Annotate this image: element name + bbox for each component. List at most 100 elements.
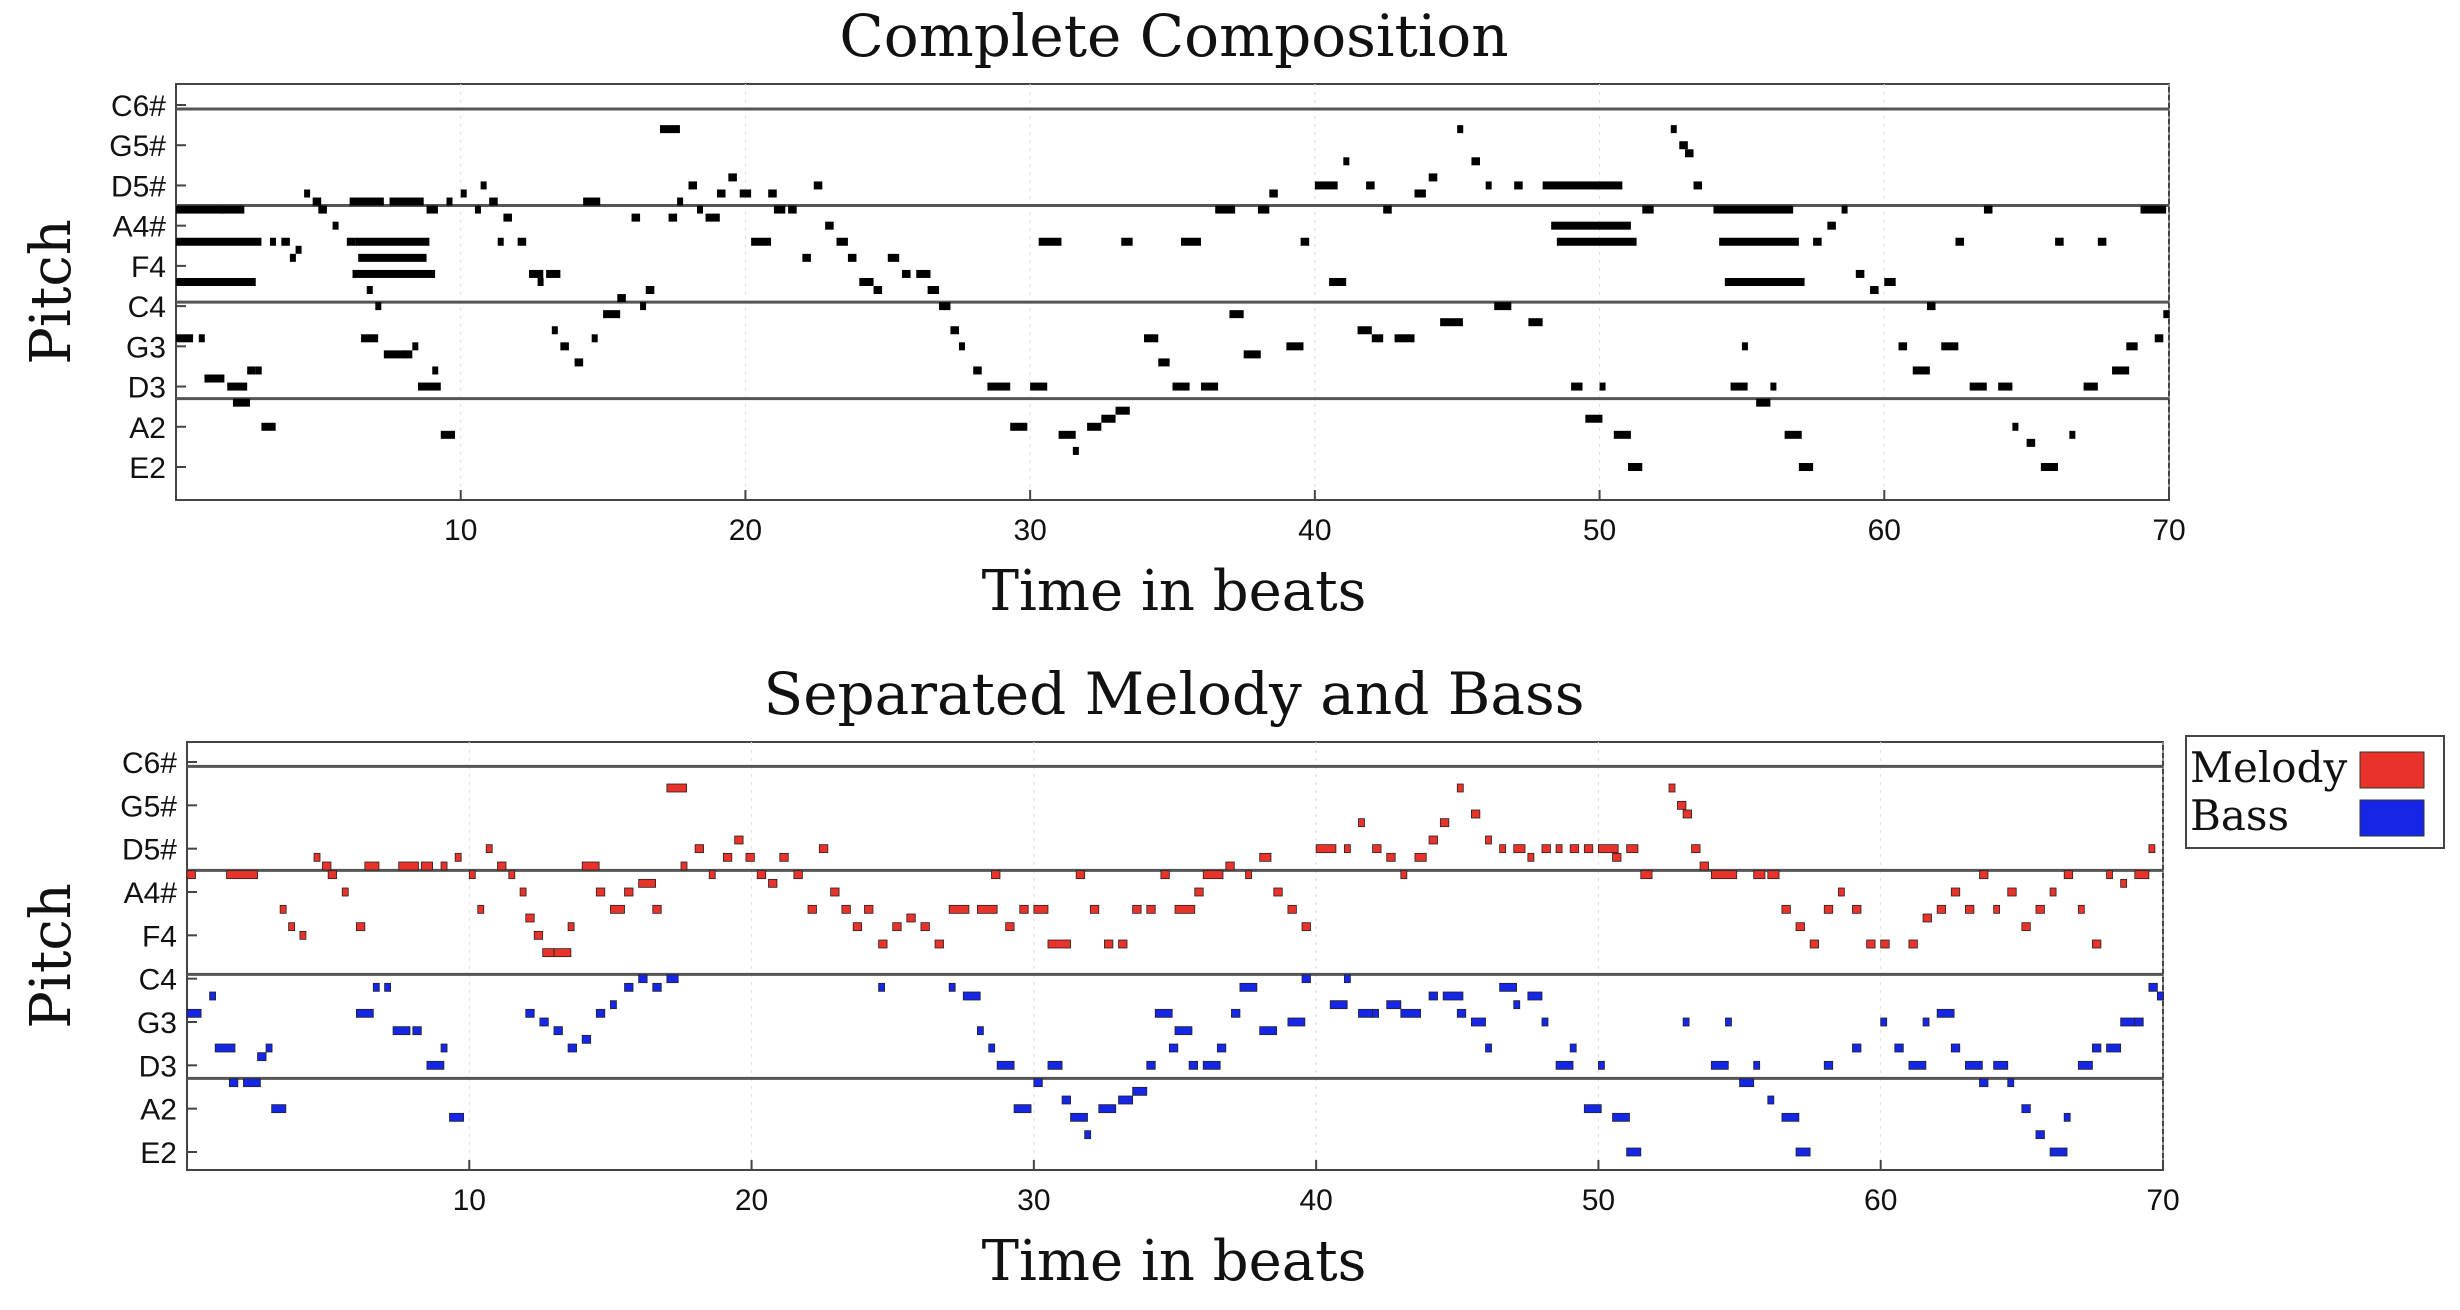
note-melody — [508, 870, 516, 880]
note-melody — [1640, 870, 1653, 880]
note-melody — [519, 887, 527, 897]
note-all-notes — [460, 189, 467, 198]
chart-title: Separated Melody and Bass — [763, 660, 1584, 728]
note-all-notes — [716, 189, 726, 198]
note-bass — [1922, 1017, 1930, 1027]
note-melody — [2063, 870, 2074, 880]
note-melody — [1400, 870, 1408, 880]
note-all-notes — [1087, 422, 1102, 431]
note-bass — [1202, 1060, 1221, 1070]
note-melody — [734, 835, 744, 845]
note-melody — [708, 870, 716, 880]
note-all-notes — [269, 237, 276, 246]
y-axis-ticks: E2 A2 D3 G3 C4 F4 A4# D5# G5# C6# — [120, 747, 197, 1170]
legend-label-bass: Bass — [2190, 791, 2289, 840]
note-all-notes — [1115, 406, 1130, 415]
note-all-notes — [1121, 237, 1133, 246]
note-melody — [756, 870, 767, 880]
note-bass — [962, 991, 981, 1001]
note-all-notes — [1058, 430, 1076, 439]
y-tick-label: G3 — [137, 1007, 177, 1040]
note-all-notes — [232, 398, 251, 407]
note-melody — [1273, 887, 1283, 897]
y-tick-label: A4# — [113, 211, 167, 244]
note-bass — [1527, 991, 1543, 1001]
note-bass — [1950, 1043, 1961, 1053]
note-melody — [355, 922, 366, 932]
note-melody — [1767, 870, 1780, 880]
note-melody — [2021, 922, 2031, 932]
note-all-notes — [1300, 237, 1310, 246]
note-bass — [1485, 1043, 1492, 1053]
y-axis-label: Pitch — [19, 219, 84, 365]
note-all-notes — [1926, 302, 1936, 311]
note-bass — [214, 1043, 236, 1053]
note-all-notes — [958, 342, 965, 351]
note-melody — [1202, 870, 1224, 880]
note-melody — [1225, 861, 1235, 871]
note-all-notes — [1158, 358, 1170, 367]
note-melody — [2035, 904, 2045, 914]
note-all-notes — [1730, 382, 1748, 391]
y-axis-label: Pitch — [19, 883, 84, 1029]
note-all-notes — [503, 213, 512, 222]
grid — [460, 84, 2170, 500]
y-tick-label: G3 — [126, 331, 166, 364]
note-melody — [1583, 844, 1594, 854]
note-bass — [948, 982, 956, 992]
note-all-notes — [176, 237, 262, 246]
y-tick-label: F4 — [131, 251, 166, 284]
note-bass — [243, 1078, 261, 1088]
note-all-notes — [2012, 422, 2019, 431]
note-bass — [1795, 1147, 1811, 1157]
note-all-notes — [1719, 237, 1799, 246]
note-all-notes — [176, 334, 194, 343]
note-bass — [652, 982, 662, 992]
note-bass — [1993, 1060, 2009, 1070]
note-all-notes — [873, 286, 883, 295]
note-bass — [1084, 1130, 1092, 1140]
note-all-notes — [1628, 463, 1643, 471]
note-melody — [1852, 904, 1862, 914]
note-bass — [1979, 1078, 1989, 1088]
note-bass — [1781, 1112, 1800, 1122]
note-melody — [1301, 922, 1311, 932]
note-all-notes — [640, 302, 647, 311]
note-all-notes — [1200, 382, 1219, 391]
note-all-notes — [318, 205, 327, 214]
note-melody — [1118, 939, 1128, 949]
note-melody — [1781, 904, 1791, 914]
y-tick-label: D3 — [139, 1050, 177, 1083]
note-melody — [398, 861, 419, 871]
note-all-notes — [591, 334, 598, 343]
note-melody — [581, 861, 600, 871]
note-all-notes — [2097, 237, 2107, 246]
note-melody — [1936, 904, 1947, 914]
note-all-notes — [1855, 269, 1865, 278]
note-bass — [1541, 1017, 1549, 1027]
x-axis-label: Time in beats — [982, 559, 1367, 624]
note-melody — [878, 939, 888, 949]
note-melody — [1880, 939, 1890, 949]
y-tick-label: C4 — [139, 964, 177, 997]
note-all-notes — [2040, 463, 2058, 471]
note-melody — [793, 870, 803, 880]
note-all-notes — [1724, 277, 1805, 286]
note-all-notes — [375, 302, 382, 311]
note-all-notes — [660, 125, 680, 134]
note-bass — [271, 1104, 287, 1114]
note-bass — [1231, 1008, 1241, 1018]
note-melody — [454, 852, 462, 862]
note-melody — [2092, 939, 2102, 949]
note-bass — [1710, 1060, 1729, 1070]
note-bass — [1583, 1104, 1602, 1114]
note-bass — [878, 982, 885, 992]
note-melody — [1075, 870, 1086, 880]
note-melody — [477, 904, 485, 914]
note-melody — [533, 930, 544, 940]
note-melody — [1612, 852, 1622, 862]
note-all-notes — [218, 205, 225, 214]
note-all-notes — [361, 334, 379, 343]
note-bass — [1216, 1043, 1227, 1053]
note-melody — [1485, 835, 1492, 845]
